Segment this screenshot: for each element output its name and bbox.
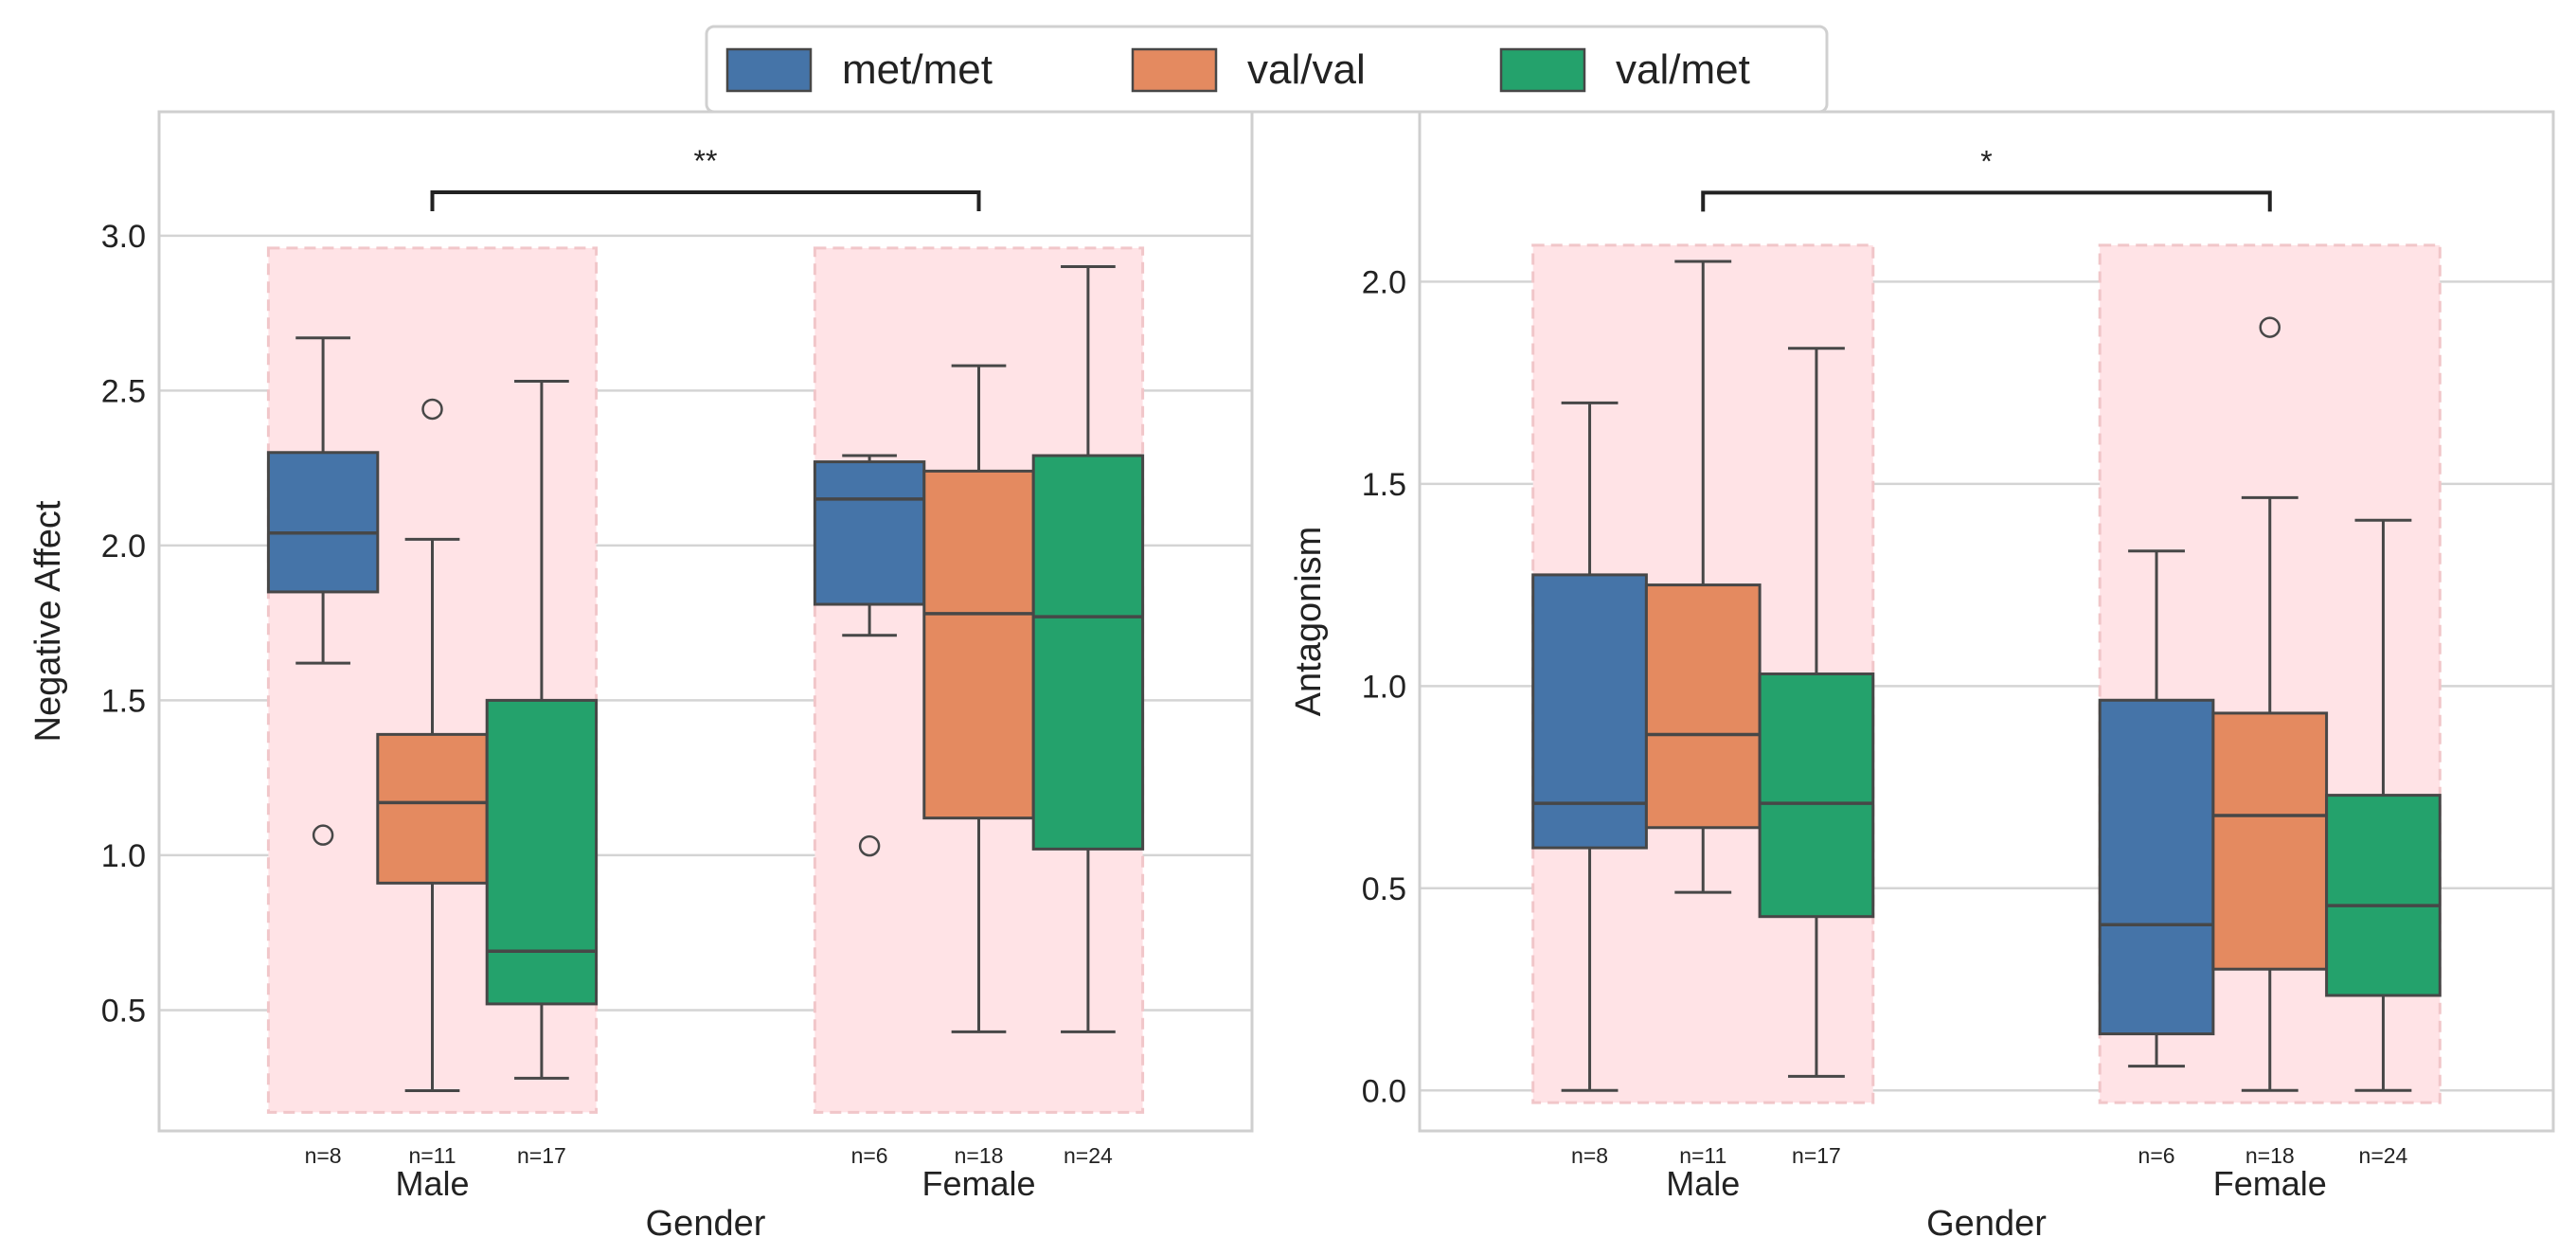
legend-item-met-met: met/met bbox=[725, 46, 993, 93]
axes-frame bbox=[1418, 110, 2555, 1133]
panels: 0.5 1.0 1.5 2.0 2.5 3.0 n=8 n=11 n=17 Male n=6 n=18… bbox=[28, 110, 2555, 1244]
box-iqr bbox=[376, 732, 489, 885]
sample-size-label: n=8 bbox=[1571, 1143, 1608, 1168]
box-female-val-val: n=18 bbox=[922, 364, 1035, 1168]
box-male-val-val: n=11 bbox=[1644, 260, 1762, 1168]
box-iqr bbox=[1644, 583, 1762, 830]
sample-size-label: n=8 bbox=[305, 1143, 342, 1168]
box-iqr bbox=[1531, 573, 1648, 850]
x-axis-title: Gender bbox=[1926, 1204, 2047, 1244]
sample-size-label: n=17 bbox=[517, 1143, 566, 1168]
y-tick-label: 0.0 bbox=[1362, 1073, 1406, 1109]
y-axis-title: Antagonism bbox=[1289, 527, 1329, 717]
box-iqr bbox=[1031, 454, 1145, 851]
y-tick-label: 2.0 bbox=[101, 529, 146, 565]
sample-size-label: n=24 bbox=[2359, 1143, 2408, 1168]
sample-size-label: n=18 bbox=[2245, 1143, 2295, 1168]
significance-bracket bbox=[430, 190, 981, 212]
significance-bracket bbox=[1701, 190, 2272, 212]
y-tick-label: 1.5 bbox=[1362, 467, 1406, 503]
outlier-point bbox=[312, 824, 334, 846]
y-tick-label: 2.5 bbox=[101, 373, 146, 409]
y-tick-label: 0.5 bbox=[101, 993, 146, 1029]
axes-frame bbox=[157, 110, 1254, 1133]
outlier-point bbox=[858, 834, 881, 857]
legend-label: val/met bbox=[1616, 46, 1750, 93]
x-axis-title: Gender bbox=[646, 1204, 766, 1244]
y-tick-label: 3.0 bbox=[101, 219, 146, 255]
box-iqr bbox=[922, 469, 1035, 820]
sample-size-label: n=6 bbox=[2138, 1143, 2175, 1168]
sample-size-label: n=17 bbox=[1792, 1143, 1841, 1168]
box-iqr bbox=[2098, 698, 2215, 1036]
box-iqr bbox=[485, 698, 599, 1006]
legend: met/met val/val val/met bbox=[705, 25, 1829, 114]
outlier-point bbox=[2259, 316, 2281, 338]
sample-size-label: n=11 bbox=[408, 1143, 456, 1168]
legend-swatch bbox=[1499, 47, 1586, 93]
y-tick-label: 1.5 bbox=[101, 683, 146, 719]
box-iqr bbox=[2325, 794, 2442, 997]
box-iqr bbox=[266, 451, 380, 594]
x-tick-label: Male bbox=[1666, 1164, 1740, 1203]
box-male-met-met: n=8 bbox=[1531, 401, 1648, 1168]
y-tick-label: 1.0 bbox=[101, 838, 146, 874]
significance-label: * bbox=[1980, 144, 1992, 178]
legend-swatch bbox=[1131, 47, 1218, 93]
sample-size-label: n=24 bbox=[1064, 1143, 1113, 1168]
box-female-met-met: n=6 bbox=[813, 454, 926, 1168]
legend-label: met/met bbox=[842, 46, 993, 93]
y-tick-label: 2.0 bbox=[1362, 264, 1406, 300]
box-female-met-met: n=6 bbox=[2098, 549, 2215, 1168]
y-tick-label: 1.0 bbox=[1362, 669, 1406, 705]
y-tick-label: 0.5 bbox=[1362, 871, 1406, 907]
legend-item-val-val: val/val bbox=[1131, 46, 1366, 93]
chart-panel-0: 0.5 1.0 1.5 2.0 2.5 3.0 n=8 n=11 n=17 Male n=6 n=18… bbox=[28, 110, 1254, 1244]
x-tick-label: Female bbox=[2213, 1164, 2327, 1203]
legend-swatch bbox=[725, 47, 813, 93]
sample-size-label: n=18 bbox=[955, 1143, 1004, 1168]
box-iqr bbox=[813, 460, 926, 606]
chart-panel-1: 0.0 0.5 1.0 1.5 2.0 n=8 n=11 n=17 Male n=6 n=18 n=2… bbox=[1289, 110, 2555, 1244]
box-male-val-met: n=17 bbox=[485, 380, 599, 1168]
box-male-val-met: n=17 bbox=[1758, 347, 1875, 1168]
box-female-val-met: n=24 bbox=[1031, 265, 1145, 1168]
sample-size-label: n=11 bbox=[1679, 1143, 1726, 1168]
y-axis-title: Negative Affect bbox=[28, 500, 68, 742]
box-female-val-met: n=24 bbox=[2325, 518, 2442, 1168]
x-tick-label: Female bbox=[921, 1164, 1035, 1203]
legend-label: val/val bbox=[1247, 46, 1366, 93]
significance-label: ** bbox=[694, 144, 718, 178]
outlier-point bbox=[421, 398, 443, 421]
box-male-met-met: n=8 bbox=[266, 336, 380, 1168]
box-male-val-val: n=11 bbox=[376, 398, 489, 1168]
legend-item-val-met: val/met bbox=[1499, 46, 1750, 93]
x-tick-label: Male bbox=[395, 1164, 469, 1203]
box-iqr bbox=[2211, 711, 2329, 971]
box-iqr bbox=[1758, 672, 1875, 919]
sample-size-label: n=6 bbox=[851, 1143, 888, 1168]
